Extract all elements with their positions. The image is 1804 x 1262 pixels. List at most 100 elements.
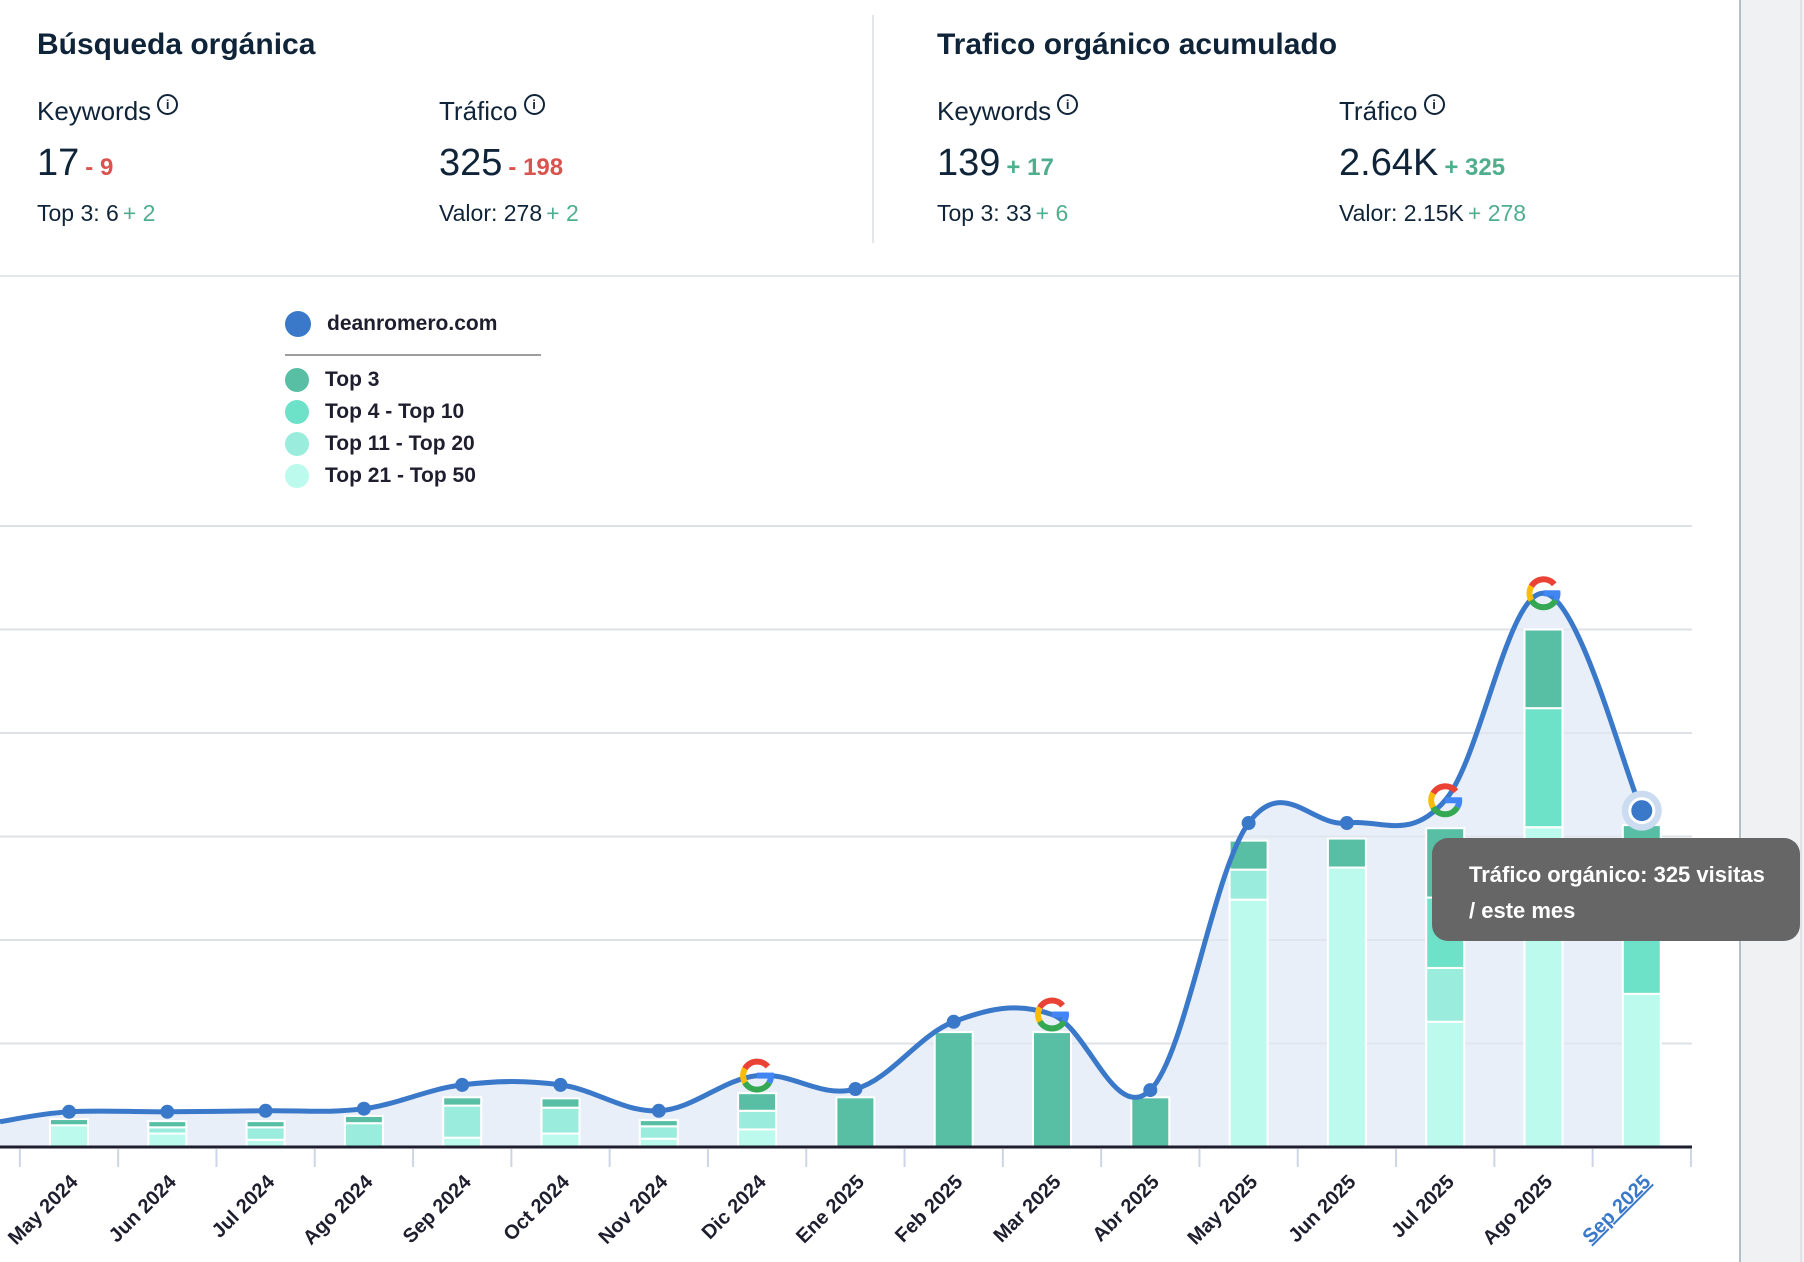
organic-keywords-top3: Top 3: 6 + 2 [37,200,155,227]
legend-item-top3[interactable]: Top 3 [285,364,541,396]
bar-segment-top21-50[interactable] [1621,992,1662,1148]
bar-segment-top3[interactable] [1032,1031,1072,1148]
info-icon[interactable]: i [1057,94,1079,115]
bar-segment-top3[interactable] [933,1031,974,1148]
x-axis-label: May 2024 [4,1170,83,1249]
bar-segment-top11-20[interactable] [343,1122,384,1148]
info-icon[interactable]: i [157,94,179,115]
scrollbar-track[interactable] [1800,0,1802,1262]
data-point[interactable] [651,1103,666,1118]
google-icon-arc [1528,598,1559,611]
legend-label-top3: Top 3 [325,368,380,391]
legend-item-domain[interactable]: deanromero.com [285,308,541,340]
bar-segment-top11-20[interactable] [540,1106,581,1135]
organic-traffic-delta: - 198 [508,154,564,181]
legend-item-top11-20[interactable]: Top 11 - Top 20 [285,428,541,460]
bar-segment-top21-50[interactable] [49,1124,89,1149]
chart-tooltip: Tráfico orgánico: 325 visitas / este mes [1432,838,1800,941]
legend-dot-top4-10 [285,400,309,424]
x-axis-label: May 2025 [1184,1171,1262,1249]
legend-dot-domain [285,311,311,337]
data-point[interactable] [160,1104,175,1119]
accumulated-traffic-label: Tráfico i [1339,94,1445,127]
legend-label-top11-20: Top 11 - Top 20 [325,432,475,455]
data-point[interactable] [258,1103,273,1118]
organic-keywords-label-text: Keywords [37,96,152,126]
google-icon-bar [757,1072,774,1079]
x-axis-label: Mar 2025 [989,1171,1065,1247]
x-axis-label: Jun 2025 [1284,1171,1360,1247]
google-update-icon[interactable] [1035,997,1069,1032]
organic-top3-label: Top 3: 6 [37,200,119,226]
chart-legend: deanromero.com Top 3 Top 4 - Top 10 Top … [285,308,541,492]
bar-segment-top3[interactable] [1523,628,1564,710]
x-axis-label: Jun 2024 [105,1170,182,1247]
bar-segment-top4-10[interactable] [1523,707,1564,829]
bar-segment-top11-20[interactable] [442,1104,483,1139]
google-icon-arc [742,1058,771,1071]
bar-segment-top21-50[interactable] [1326,866,1367,1148]
x-axis-label: Ago 2025 [1479,1171,1557,1249]
bar-segment-top3[interactable] [343,1114,384,1125]
organic-traffic-label-text: Tráfico [439,96,518,126]
bar-segment-top3[interactable] [737,1092,778,1112]
data-point[interactable] [553,1077,568,1092]
bar-segment-top21-50[interactable] [1425,1020,1466,1149]
organic-top3-delta: + 2 [122,200,156,226]
data-point[interactable] [1143,1083,1158,1098]
legend-dot-top11-20 [285,432,309,456]
bar-segment-top11-20[interactable] [1228,868,1269,901]
organic-keywords-label: Keywords i [37,94,179,127]
google-icon-arc [1037,1019,1067,1032]
legend-item-top21-50[interactable]: Top 21 - Top 50 [285,460,541,492]
legend-label-domain: deanromero.com [327,312,498,335]
bar-segment-top3[interactable] [245,1120,286,1129]
bar-segment-top3[interactable] [835,1096,876,1148]
x-axis-label: Jul 2025 [1387,1171,1458,1242]
legend-item-top4-10[interactable]: Top 4 - Top 10 [285,396,541,428]
data-point[interactable] [1241,816,1256,831]
google-update-icon[interactable] [1428,783,1463,818]
data-point[interactable] [946,1014,961,1029]
legend-separator [285,354,541,356]
x-axis-label: Ene 2025 [792,1171,869,1248]
x-axis-label-selected[interactable]: Sep 2025 [1578,1171,1655,1248]
bar-segment-top3[interactable] [147,1120,188,1129]
bar-segment-top11-20[interactable] [245,1126,286,1141]
info-icon[interactable]: i [1423,94,1445,115]
x-axis-label: Sep 2024 [399,1170,477,1248]
data-point[interactable] [62,1104,76,1119]
tooltip-line-2: / este mes [1469,898,1576,923]
bar-segment-top3[interactable] [1130,1096,1171,1148]
organic-traffic-number: 325 [439,142,503,184]
bar-segment-top11-20[interactable] [638,1125,679,1140]
bar-segment-top11-20[interactable] [737,1109,778,1131]
accumulated-traffic-value-sub: Valor: 2.15K + 278 [1339,200,1526,227]
google-update-icon[interactable] [1526,576,1561,611]
google-update-icon[interactable] [740,1058,775,1093]
data-point-highlighted[interactable] [1628,797,1656,825]
x-axis-label: Nov 2024 [595,1170,673,1248]
info-icon[interactable]: i [523,94,545,115]
organic-keywords-number: 17 [37,142,80,184]
bar-segment-top11-20[interactable] [1425,966,1466,1023]
data-point[interactable] [356,1101,371,1116]
bar-segment-top21-50[interactable] [540,1132,581,1149]
data-point[interactable] [848,1082,863,1097]
accumulated-keywords-top3: Top 3: 33 + 6 [937,200,1068,227]
bar-segment-top3[interactable] [540,1097,581,1109]
google-icon-bar [1052,1011,1068,1018]
data-point[interactable] [1339,816,1354,831]
bar-segment-top3[interactable] [638,1119,679,1128]
data-point[interactable] [455,1077,470,1092]
bar-segment-top21-50[interactable] [737,1128,778,1149]
accumulated-traffic-value: 2.64K + 325 [1339,142,1505,185]
bar-segment-top3[interactable] [1326,837,1367,869]
organic-search-title: Búsqueda orgánica [37,28,316,61]
bar-segment-top21-50[interactable] [147,1132,188,1149]
bar-segment-top21-50[interactable] [1228,898,1269,1149]
accumulated-valor-label: Valor: 2.15K [1339,200,1464,226]
bar-segment-top3[interactable] [442,1096,483,1107]
bar-segment-top3[interactable] [49,1118,89,1127]
